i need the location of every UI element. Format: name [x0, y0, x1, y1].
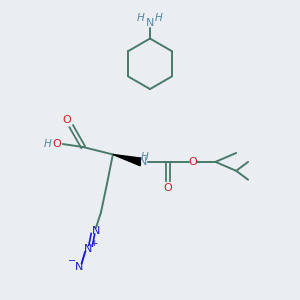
Text: N: N [92, 226, 100, 236]
Text: H: H [154, 13, 162, 23]
Text: N: N [138, 157, 147, 167]
Text: +: + [90, 239, 98, 248]
Text: H: H [141, 152, 149, 161]
Text: O: O [52, 139, 61, 149]
Text: O: O [62, 115, 71, 125]
Text: N: N [83, 244, 92, 254]
Text: N: N [75, 262, 83, 272]
Text: −: − [68, 256, 76, 266]
Text: O: O [189, 157, 197, 167]
Text: O: O [164, 183, 172, 193]
Polygon shape [113, 154, 140, 166]
Text: N: N [146, 18, 154, 28]
Text: H: H [137, 13, 145, 23]
Text: H: H [44, 139, 52, 149]
